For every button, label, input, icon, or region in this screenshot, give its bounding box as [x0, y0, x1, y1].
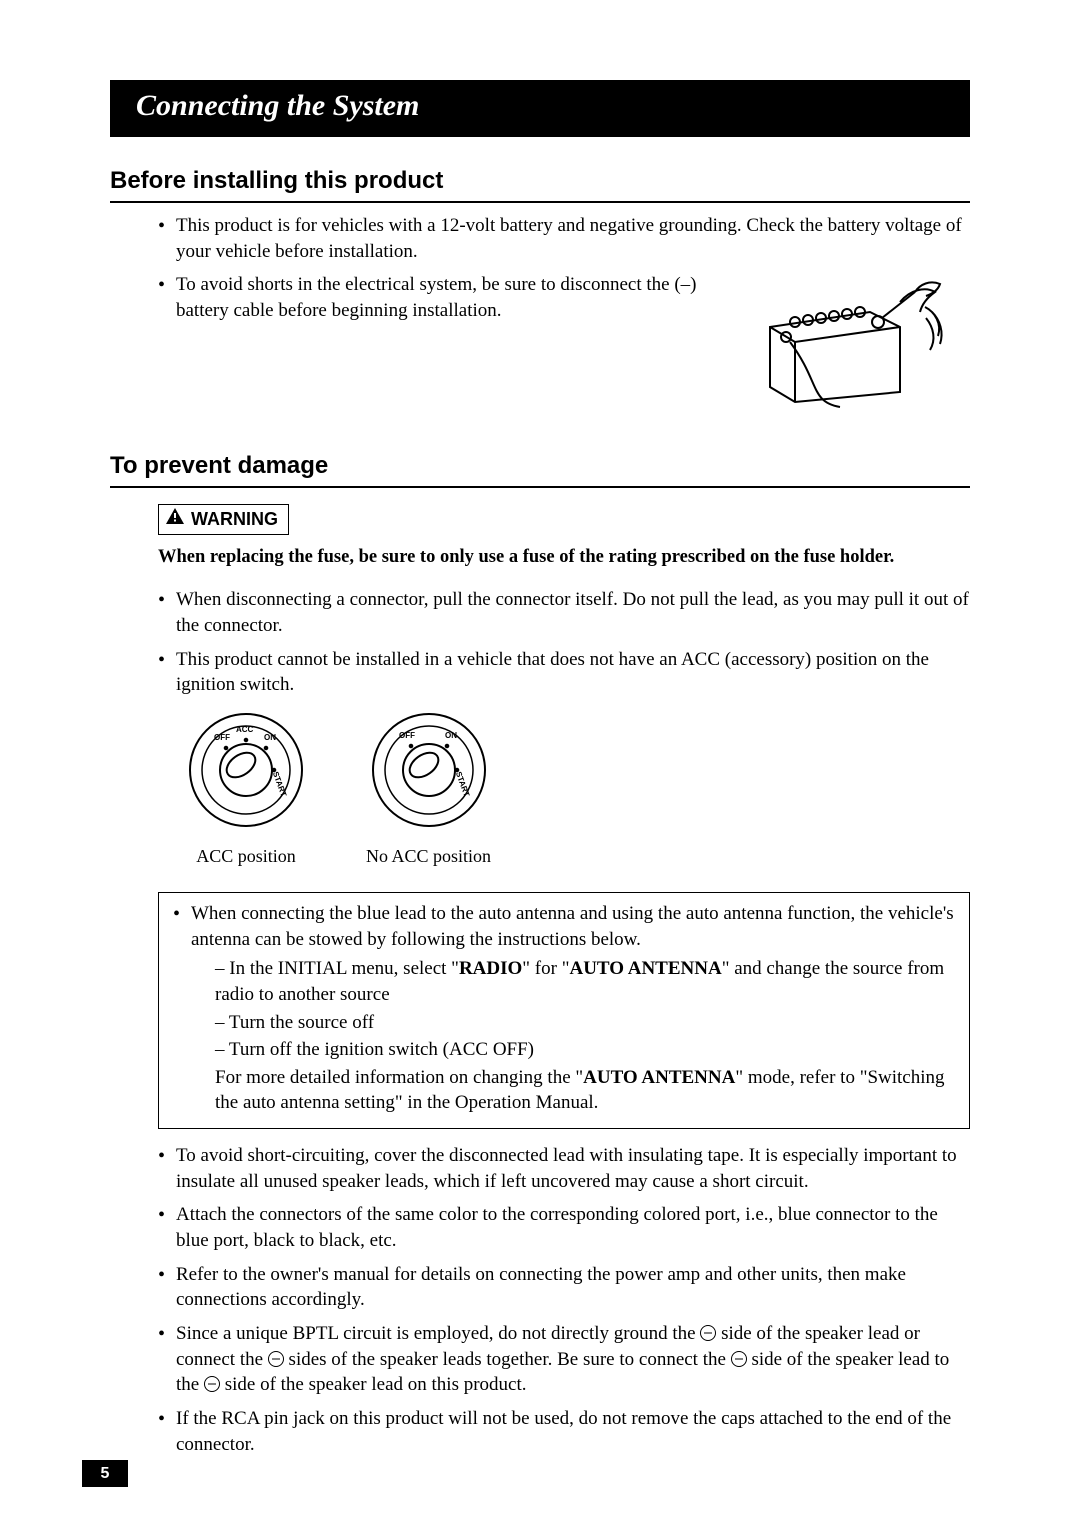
bullet-connector: When disconnecting a connector, pull the…	[158, 587, 970, 638]
bullet-12v: This product is for vehicles with a 12-v…	[158, 213, 970, 264]
svg-text:OFF: OFF	[214, 733, 230, 742]
svg-text:ON: ON	[445, 731, 457, 740]
antenna-box: When connecting the blue lead to the aut…	[158, 892, 970, 1129]
antenna-lead-bullet: When connecting the blue lead to the aut…	[173, 901, 955, 1116]
fuse-note: When replacing the fuse, be sure to only…	[158, 545, 970, 570]
antenna-step-3: – Turn off the ignition switch (ACC OFF)	[215, 1037, 955, 1063]
bullet-rca: If the RCA pin jack on this product will…	[158, 1406, 970, 1457]
page-number: 5	[82, 1460, 128, 1488]
warning-triangle-icon	[165, 507, 185, 531]
svg-text:ACC: ACC	[236, 725, 254, 734]
no-acc-label: No ACC position	[366, 844, 491, 868]
minus-icon	[204, 1376, 220, 1392]
bullet-disconnect-text: To avoid shorts in the electrical system…	[176, 274, 697, 321]
warning-badge: WARNING	[158, 504, 289, 534]
antenna-tail: For more detailed information on changin…	[215, 1065, 955, 1116]
antenna-lead-text: When connecting the blue lead to the aut…	[191, 903, 954, 950]
header-title: Connecting the System	[136, 89, 419, 122]
bullet-disconnect: To avoid shorts in the electrical system…	[158, 272, 970, 323]
antenna-step-1: – In the INITIAL menu, select "RADIO" fo…	[215, 956, 955, 1007]
bullet-tape: To avoid short-circuiting, cover the dis…	[158, 1143, 970, 1194]
section2-content: WARNING When replacing the fuse, be sure…	[110, 498, 970, 1457]
warning-label: WARNING	[191, 507, 278, 531]
acc-label: ACC position	[186, 844, 306, 868]
svg-text:OFF: OFF	[399, 731, 415, 740]
antenna-steps: – In the INITIAL menu, select "RADIO" fo…	[191, 956, 955, 1116]
ignition-diagrams: OFF ACC ON START ACC position	[186, 710, 970, 868]
bullet-bptl: Since a unique BPTL circuit is employed,…	[158, 1321, 970, 1398]
minus-icon	[700, 1325, 716, 1341]
bullet-acc: This product cannot be installed in a ve…	[158, 647, 970, 698]
svg-text:START: START	[453, 770, 470, 798]
section1-content: This product is for vehicles with a 12-v…	[110, 213, 970, 430]
bullet-colors: Attach the connectors of the same color …	[158, 1202, 970, 1253]
section-prevent-damage-title: To prevent damage	[110, 450, 970, 488]
minus-icon	[268, 1351, 284, 1367]
battery-illustration	[750, 272, 970, 420]
section-before-installing-title: Before installing this product	[110, 165, 970, 203]
page-header: Connecting the System	[110, 80, 970, 137]
svg-text:START: START	[271, 770, 288, 798]
minus-icon	[731, 1351, 747, 1367]
bullet-owner-manual: Refer to the owner's manual for details …	[158, 1262, 970, 1313]
svg-text:ON: ON	[264, 733, 276, 742]
ignition-acc: OFF ACC ON START ACC position	[186, 710, 306, 868]
antenna-step-2: – Turn the source off	[215, 1010, 955, 1036]
ignition-no-acc: OFF ON START No ACC position	[366, 710, 491, 868]
